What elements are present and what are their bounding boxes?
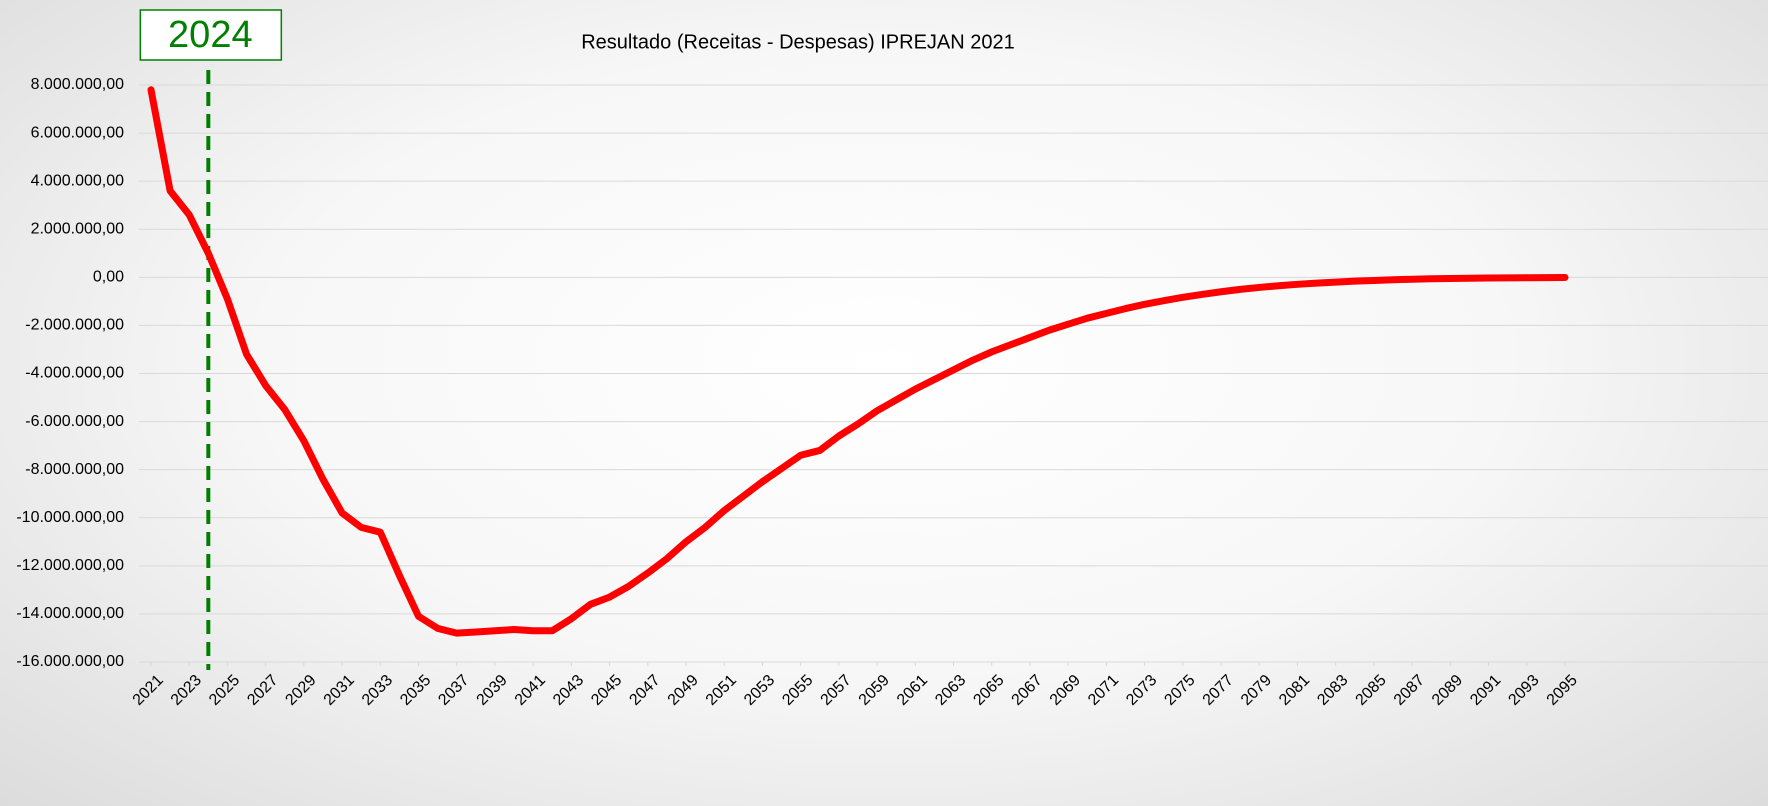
x-tick-label: 2027 xyxy=(244,672,281,709)
x-tick-label: 2063 xyxy=(932,672,969,709)
x-tick-label: 2077 xyxy=(1200,672,1237,709)
x-tick-label: 2095 xyxy=(1544,672,1581,709)
chart-title: Resultado (Receitas - Despesas) IPREJAN … xyxy=(581,31,1015,53)
x-tick-label: 2093 xyxy=(1505,672,1542,709)
x-tick-label: 2053 xyxy=(741,672,778,709)
y-tick-label: 0,00 xyxy=(93,269,124,286)
y-tick-label: -14.000.000,00 xyxy=(16,605,124,622)
x-tick-label: 2033 xyxy=(359,672,396,709)
x-tick-label: 2021 xyxy=(130,672,167,709)
x-tick-label: 2091 xyxy=(1467,672,1504,709)
y-tick-label: 4.000.000,00 xyxy=(31,172,125,189)
y-tick-label: -6.000.000,00 xyxy=(25,413,124,430)
x-tick-label: 2079 xyxy=(1238,672,1275,709)
x-tick-label: 2029 xyxy=(282,672,319,709)
y-tick-label: -12.000.000,00 xyxy=(16,557,124,574)
x-tick-label: 2031 xyxy=(321,672,358,709)
x-tick-label: 2087 xyxy=(1391,672,1428,709)
x-tick-label: 2067 xyxy=(1009,672,1046,709)
x-tick-label: 2039 xyxy=(474,672,511,709)
x-tick-label: 2061 xyxy=(894,672,931,709)
x-tick-label: 2045 xyxy=(588,672,625,709)
x-tick-label: 2051 xyxy=(703,672,740,709)
x-tick-label: 2089 xyxy=(1429,672,1466,709)
x-tick-label: 2075 xyxy=(1161,672,1198,709)
y-tick-label: -8.000.000,00 xyxy=(25,461,124,478)
y-tick-label: -2.000.000,00 xyxy=(25,317,124,334)
x-tick-label: 2035 xyxy=(397,672,434,709)
x-tick-label: 2037 xyxy=(435,672,472,709)
annotation-label: 2024 xyxy=(168,14,253,56)
x-tick-label: 2085 xyxy=(1353,672,1390,709)
x-tick-label: 2025 xyxy=(206,672,243,709)
x-tick-label: 2073 xyxy=(1123,672,1160,709)
x-tick-label: 2057 xyxy=(818,672,855,709)
x-tick-label: 2059 xyxy=(856,672,893,709)
x-tick-label: 2069 xyxy=(1047,672,1084,709)
annotation-box xyxy=(139,9,283,61)
x-tick-label: 2043 xyxy=(550,672,587,709)
data-line xyxy=(147,86,1569,637)
x-tick-label: 2081 xyxy=(1276,672,1313,709)
x-tick-label: 2041 xyxy=(512,672,549,709)
y-tick-label: -4.000.000,00 xyxy=(25,365,124,382)
x-tick-label: 2049 xyxy=(665,672,702,709)
y-tick-label: -10.000.000,00 xyxy=(16,509,124,526)
x-tick-label: 2023 xyxy=(168,672,205,709)
y-tick-label: 2.000.000,00 xyxy=(31,220,125,237)
x-tick-label: 2071 xyxy=(1085,672,1122,709)
x-tick-label: 2083 xyxy=(1314,672,1351,709)
x-tick-label: 2055 xyxy=(779,672,816,709)
x-tick-label: 2047 xyxy=(626,672,663,709)
y-tick-label: -16.000.000,00 xyxy=(16,653,124,670)
x-tick-label: 2065 xyxy=(970,672,1007,709)
y-tick-label: 6.000.000,00 xyxy=(31,124,125,141)
y-tick-label: 8.000.000,00 xyxy=(31,76,125,93)
